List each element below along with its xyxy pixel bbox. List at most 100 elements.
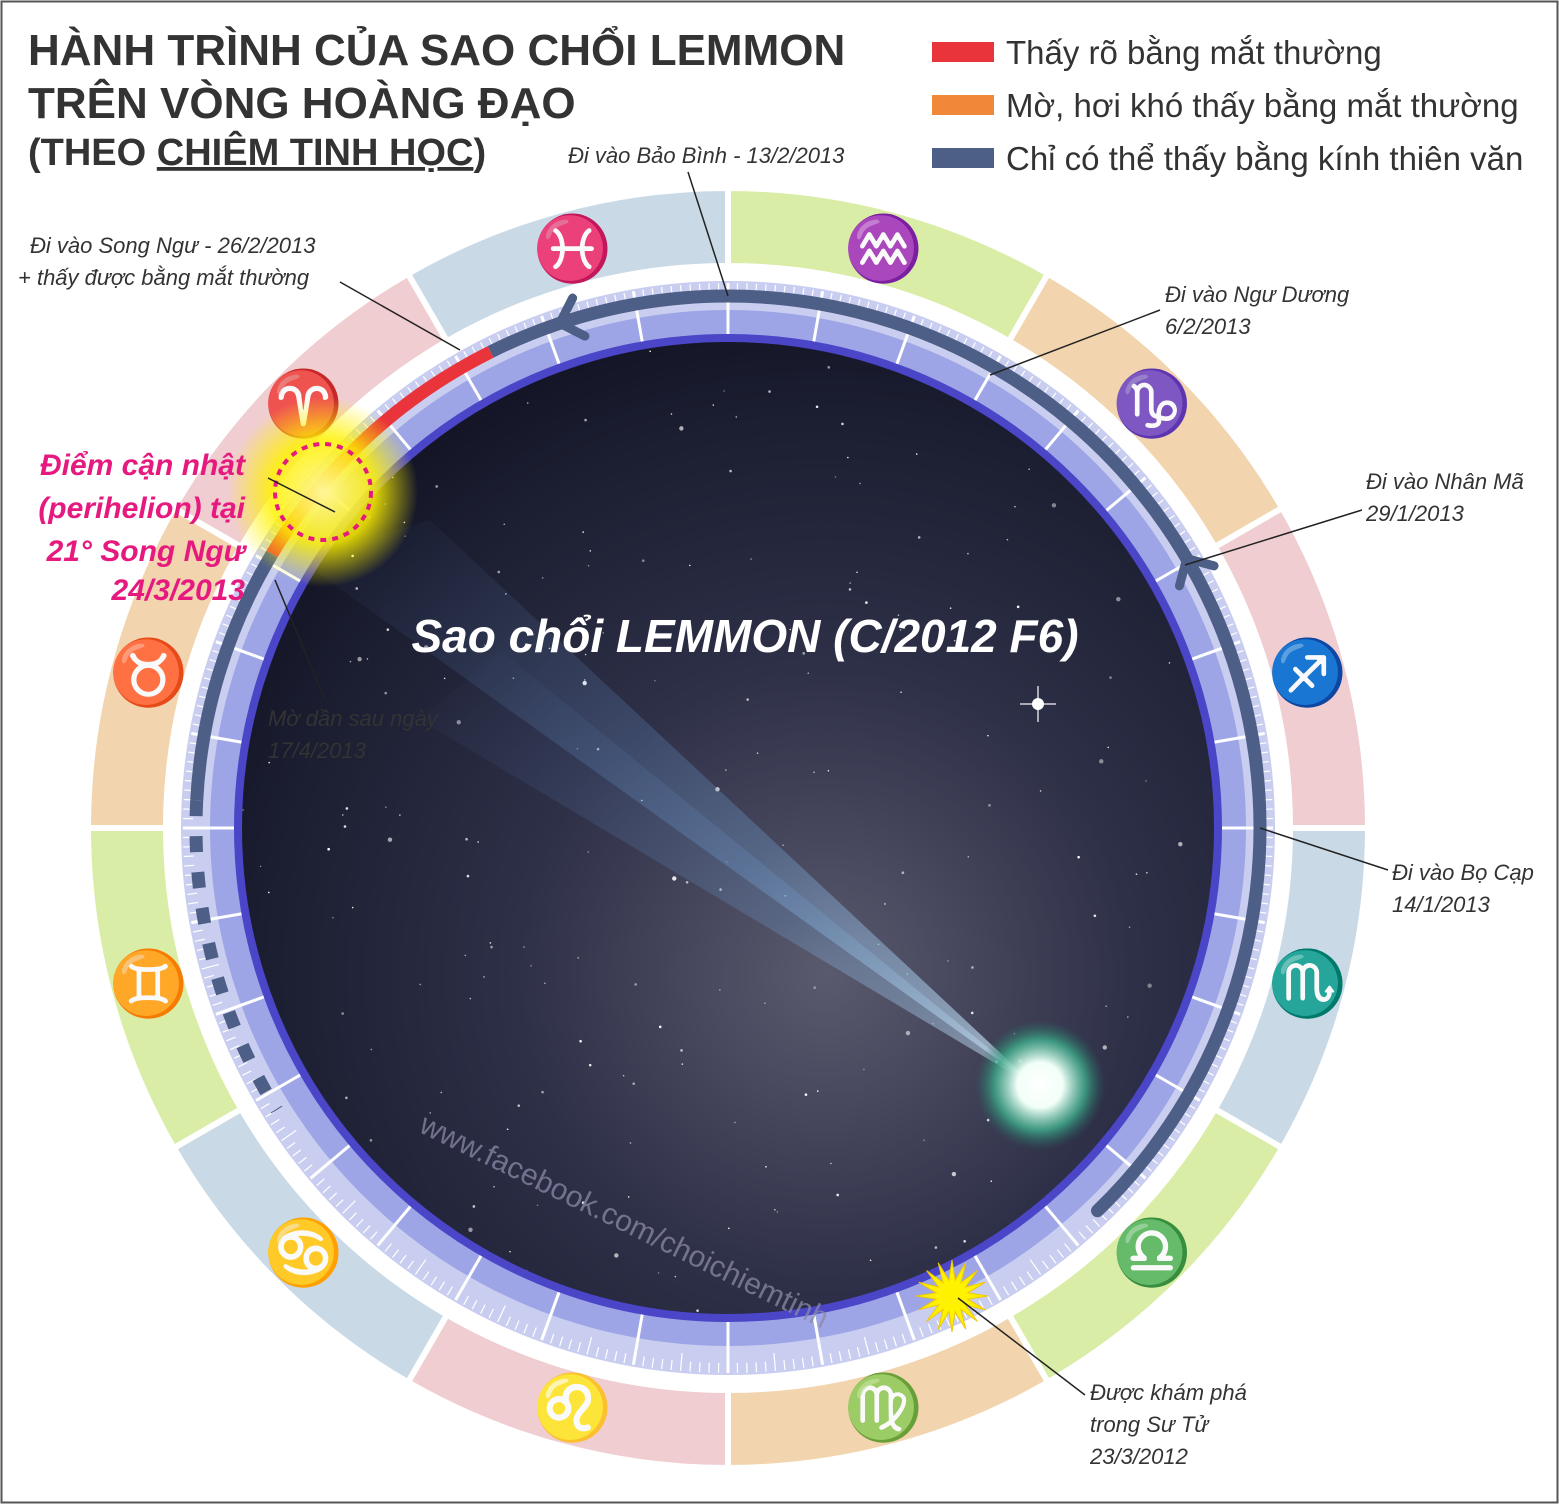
star: [579, 1040, 582, 1043]
star: [441, 1092, 443, 1094]
annotation-scorpio-entry-line1: Đi vào Bọ Cạp: [1392, 860, 1534, 885]
star: [444, 678, 446, 680]
tick-mark: [756, 1362, 757, 1372]
star: [856, 571, 858, 573]
star: [503, 523, 505, 525]
star: [443, 1299, 445, 1301]
star: [672, 876, 676, 880]
star: [542, 577, 544, 579]
star: [371, 1049, 373, 1051]
star: [246, 357, 249, 360]
star: [805, 1093, 808, 1096]
star: [345, 1097, 348, 1100]
star: [675, 1276, 677, 1278]
star: [357, 657, 361, 661]
star: [614, 1253, 618, 1257]
star: [654, 680, 656, 682]
star: [367, 658, 369, 660]
perihelion-glow: [228, 397, 418, 587]
star: [1007, 539, 1009, 541]
sagittarius-sign-icon: ♐: [1268, 637, 1348, 709]
star: [493, 1186, 495, 1188]
star: [623, 1075, 625, 1077]
star: [1014, 506, 1016, 508]
star: [777, 1211, 779, 1213]
star: [483, 976, 485, 978]
star: [671, 413, 673, 415]
perihelion-label-line3: 21° Song Ngư: [46, 535, 248, 568]
star: [435, 485, 438, 488]
libra-sign-icon: ♎: [1112, 1216, 1192, 1288]
star: [988, 804, 991, 807]
star: [1137, 454, 1139, 456]
star: [923, 1139, 925, 1141]
star: [813, 771, 815, 773]
annotation-pisces-entry-line1: Đi vào Song Ngư - 26/2/2013: [30, 233, 316, 258]
star: [530, 965, 532, 967]
star: [1105, 1005, 1107, 1007]
star: [991, 1180, 993, 1182]
perihelion-label-line4: 24/3/2013: [111, 574, 246, 607]
star: [870, 1260, 872, 1262]
star: [1077, 856, 1080, 859]
cancer-sign-icon: ♋: [264, 1216, 344, 1288]
star: [712, 404, 714, 406]
star: [527, 402, 529, 404]
star: [399, 814, 401, 816]
star: [735, 416, 737, 418]
leo-sign-icon: ♌: [533, 1372, 613, 1444]
star: [659, 1026, 662, 1029]
star: [490, 946, 493, 949]
star: [725, 769, 727, 771]
discovery-star-icon: [916, 1260, 988, 1332]
star: [385, 806, 387, 808]
star: [679, 426, 683, 430]
star: [813, 986, 816, 989]
annotation-aquarius-entry: Đi vào Bảo Bình - 13/2/2013: [568, 143, 845, 168]
star: [342, 814, 344, 816]
star: [827, 366, 830, 369]
perihelion-label-line2: (perihelion) tại: [38, 492, 245, 525]
star: [859, 483, 861, 485]
aquarius-sign-icon: ♒: [843, 212, 923, 284]
star: [900, 691, 902, 693]
star: [835, 476, 837, 478]
star: [689, 565, 691, 567]
star: [341, 1012, 344, 1015]
annotation-pisces-entry-line2: + thấy được bằng mắt thường: [18, 265, 310, 290]
star: [971, 966, 974, 969]
star: [1052, 503, 1056, 507]
star: [477, 841, 479, 843]
star: [1142, 1194, 1144, 1196]
star: [696, 1309, 699, 1312]
star: [577, 957, 579, 959]
star: [906, 1031, 910, 1035]
annotation-discovery-line1: Được khám phá: [1090, 1380, 1247, 1405]
star: [632, 1082, 635, 1085]
star: [774, 1209, 776, 1211]
star: [1017, 355, 1019, 357]
star: [836, 1194, 839, 1197]
star: [828, 770, 830, 772]
star: [507, 1128, 509, 1130]
annotation-capricorn-entry-line2: 6/2/2013: [1165, 314, 1251, 339]
star: [1169, 662, 1171, 664]
perihelion-label-line1: Điểm cận nhật: [40, 449, 247, 482]
legend-swatch-faint: [932, 95, 994, 115]
star: [1028, 468, 1030, 470]
star: [509, 1251, 511, 1253]
scorpio-sign-icon: ♏: [1268, 947, 1348, 1019]
star: [344, 825, 347, 828]
legend-swatch-naked-eye: [932, 42, 994, 62]
subtitle-link: CHIÊM TINH HỌC: [157, 130, 474, 174]
star: [260, 866, 262, 868]
star: [686, 881, 689, 884]
star: [952, 1172, 956, 1176]
star: [590, 550, 592, 552]
star: [849, 588, 852, 591]
star: [963, 1240, 966, 1243]
star: [523, 946, 525, 948]
star: [968, 856, 970, 858]
subtitle: (THEO CHIÊM TINH HỌC): [28, 130, 486, 174]
